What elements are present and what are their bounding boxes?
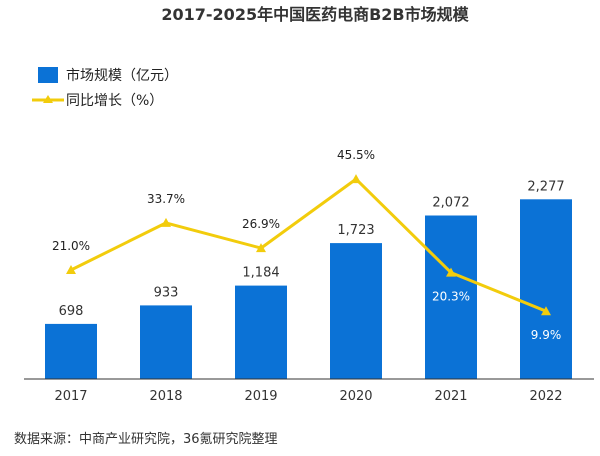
line-layer: [66, 174, 551, 316]
growth-marker-2018: [161, 217, 171, 227]
bar-value-label-2021: 2,072: [432, 196, 469, 211]
legend-label-line: 同比增长（%）: [66, 93, 163, 109]
growth-value-label-2020: 45.5%: [337, 148, 375, 162]
x-tick-2021: 2021: [434, 389, 467, 404]
bar-value-label-2022: 2,277: [527, 179, 564, 194]
growth-value-label-2022: 9.9%: [531, 328, 562, 342]
growth-marker-2021: [446, 267, 456, 277]
source-note: 数据来源：中商产业研究院，36氪研究院整理: [14, 431, 278, 447]
bar-labels-layer: 698 933 1,184 1,723 2,072 2,277: [59, 179, 565, 319]
bar-value-label-2019: 1,184: [242, 266, 279, 281]
bar-value-label-2020: 1,723: [337, 223, 374, 238]
growth-value-label-2017: 21.0%: [52, 239, 90, 253]
bar-2018: [140, 305, 192, 379]
bar-2019: [235, 285, 287, 379]
bar-2017: [45, 323, 97, 379]
bar-2021: [425, 215, 477, 379]
x-tick-2019: 2019: [244, 389, 277, 404]
growth-marker-2022: [541, 306, 551, 316]
growth-value-label-2019: 26.9%: [242, 217, 280, 231]
growth-marker-2019: [256, 243, 266, 253]
growth-value-label-2018: 33.7%: [147, 192, 185, 206]
legend-swatch-bar: [38, 67, 58, 83]
legend: 市场规模（亿元） 同比增长（%）: [32, 67, 178, 109]
legend-label-bar: 市场规模（亿元）: [66, 67, 178, 84]
legend-marker-line: [43, 95, 53, 103]
bars-layer: [45, 199, 572, 379]
x-tick-2018: 2018: [149, 389, 182, 404]
x-tick-2020: 2020: [339, 389, 372, 404]
bar-2020: [330, 243, 382, 379]
bar-value-label-2018: 933: [154, 285, 179, 300]
bar-2022: [520, 199, 572, 379]
x-tick-labels: 2017 2018 2019 2020 2021 2022: [54, 389, 562, 404]
growth-marker-2017: [66, 265, 76, 274]
line-labels-layer: 21.0% 33.7% 26.9% 45.5% 20.3% 9.9%: [52, 148, 561, 342]
growth-value-label-2021: 20.3%: [432, 290, 470, 304]
growth-marker-2020: [351, 174, 361, 184]
growth-line: [70, 177, 547, 313]
x-tick-2017: 2017: [54, 389, 87, 404]
chart-title: 2017-2025年中国医药电商B2B市场规模: [161, 5, 469, 24]
x-tick-2022: 2022: [529, 389, 562, 404]
bar-value-label-2017: 698: [59, 304, 84, 319]
